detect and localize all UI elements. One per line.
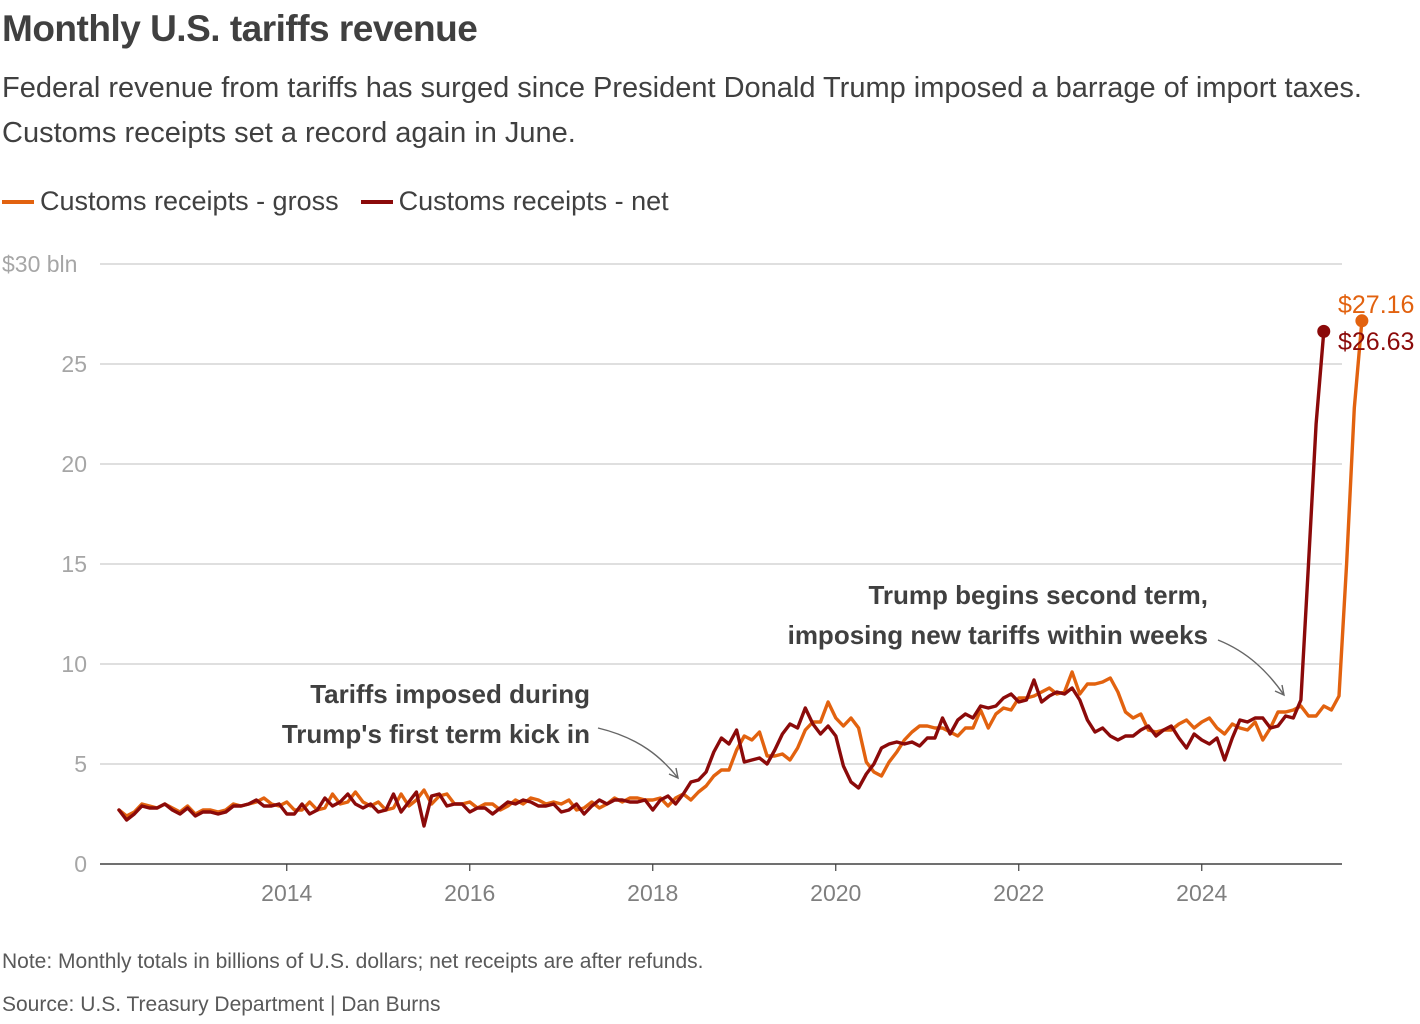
y-tick-label: 20 [61, 451, 87, 477]
end-label-gross: $27.16 [1338, 291, 1414, 319]
y-axis-ticks: 0 5 10 15 20 25 $30 bln [2, 251, 87, 877]
legend-label-gross: Customs receipts - gross [40, 186, 339, 216]
arrow-head [1274, 684, 1285, 697]
x-tick-label: 2024 [1176, 880, 1227, 906]
source-credit: Source: U.S. Treasury Department | Dan B… [2, 993, 441, 1016]
end-point-net [1317, 324, 1331, 338]
y-tick-label: 15 [61, 551, 87, 577]
y-tick-label: 5 [74, 751, 87, 777]
y-tick-label: 25 [61, 351, 87, 377]
y-tick-label: $30 bln [2, 251, 77, 277]
legend-swatch-gross [2, 199, 34, 204]
x-tick-label: 2018 [627, 880, 678, 906]
x-tick-label: 2016 [444, 880, 495, 906]
chart-title: Monthly U.S. tariffs revenue [2, 8, 478, 49]
legend: Customs receipts - gross Customs receipt… [2, 186, 691, 217]
annotation-text: imposing new tariffs within weeks [788, 620, 1208, 650]
series-lines [117, 319, 1364, 828]
x-axis-ticks: 2014 2016 2018 2020 2022 2024 [261, 864, 1228, 906]
annotation-text: Tariffs imposed during [310, 679, 590, 709]
end-points: $27.16 $26.63 [1317, 291, 1414, 356]
end-point-gross [1355, 314, 1369, 328]
x-tick-label: 2014 [261, 880, 312, 906]
legend-item-net: Customs receipts - net [360, 186, 669, 217]
grid-lines [100, 263, 1342, 865]
legend-label-net: Customs receipts - net [398, 186, 669, 216]
annotation-text: Trump begins second term, [868, 580, 1208, 610]
arrow-head [668, 767, 679, 780]
series-line-net [117, 329, 1326, 828]
chart-subtitle: Federal revenue from tariffs has surged … [2, 72, 1362, 149]
annotation-text: Trump's first term kick in [282, 719, 590, 749]
legend-item-gross: Customs receipts - gross [2, 186, 339, 217]
legend-swatch-net [360, 199, 393, 204]
end-label-net: $26.63 [1338, 328, 1414, 356]
annotation-arrow [1217, 639, 1285, 696]
y-tick-label: 10 [61, 651, 87, 677]
y-tick-label: 0 [74, 851, 87, 877]
annotations: Tariffs imposed during Trump's first term… [282, 580, 1285, 780]
x-tick-label: 2020 [810, 880, 861, 906]
x-tick-label: 2022 [993, 880, 1044, 906]
footnote: Note: Monthly totals in billions of U.S.… [2, 950, 704, 973]
annotation-arrow [597, 727, 679, 779]
